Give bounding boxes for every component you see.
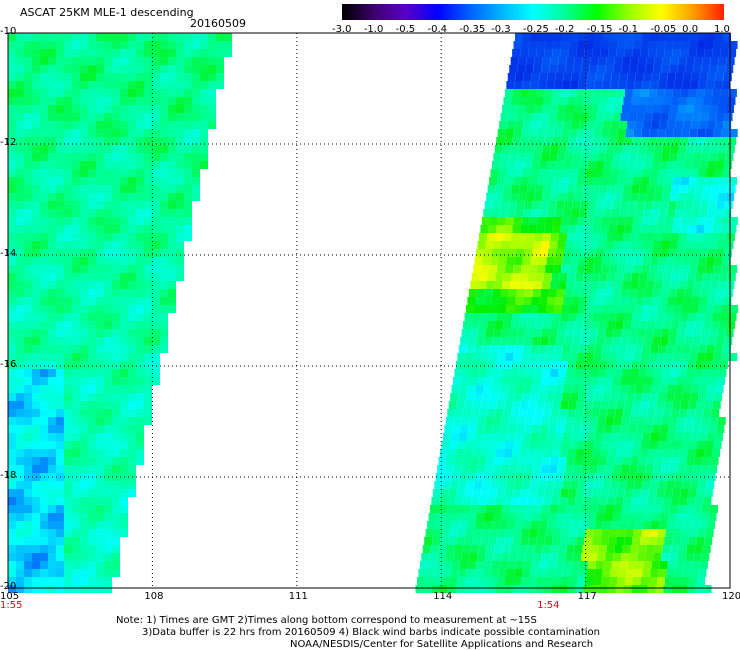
map-title: ASCAT 25KM MLE-1 descending [20, 6, 194, 19]
pass-time-label: 1:54 [537, 600, 560, 611]
map-frame [7, 32, 731, 589]
color-bar-segment [660, 4, 693, 20]
color-bar-label: -0.1 [618, 24, 639, 35]
color-bar-label: -0.4 [427, 24, 448, 35]
footer-note-2: 3)Data buffer is 22 hrs from 20160509 4)… [142, 627, 600, 638]
lon-tick-label: 111 [288, 591, 308, 602]
color-bar-segment [596, 4, 629, 20]
color-bar-segment [373, 4, 407, 20]
footer-note-1: Note: 1) Times are GMT 2)Times along bot… [116, 615, 537, 626]
lat-tick-label: -12 [0, 137, 17, 148]
footer-note-3: NOAA/NESDIS/Center for Satellite Applica… [290, 639, 594, 650]
lon-tick-label: 117 [577, 591, 597, 602]
color-bar-label: -0.15 [586, 24, 613, 35]
color-bar-label: -0.35 [459, 24, 486, 35]
color-bar-segment [437, 4, 470, 20]
color-bar-label: -0.5 [395, 24, 416, 35]
swath-cells [8, 33, 738, 593]
lat-tick-label: -16 [0, 359, 17, 370]
pass-time-label: 1:55 [0, 600, 23, 611]
lon-tick-label: 120 [722, 591, 740, 602]
lon-tick-label: 108 [144, 591, 164, 602]
lat-tick-label: -18 [0, 470, 17, 481]
color-bar-segment [342, 4, 375, 20]
lon-tick-label: 114 [433, 591, 453, 602]
wind-swath-map [7, 32, 738, 593]
color-bar-segment [405, 4, 438, 20]
lat-tick-label: -20 [0, 581, 17, 592]
color-bar-label: 0.0 [682, 24, 699, 35]
lon-tick-label: 105 [0, 591, 20, 602]
lat-tick-label: -10 [0, 26, 17, 37]
color-bar-label: -0.3 [491, 24, 511, 35]
color-bar-segment [628, 4, 661, 20]
map-date: 20160509 [190, 17, 246, 30]
color-bar-label: -0.2 [554, 24, 575, 35]
color-bar-label: 1.0 [714, 24, 730, 35]
color-bar-label: -0.25 [523, 24, 549, 35]
color-bar-segment [469, 4, 502, 20]
color-bar-label: -0.05 [650, 24, 677, 35]
lat-tick-label: -14 [0, 248, 17, 259]
color-bar [342, 4, 724, 20]
color-bar-segment [692, 4, 724, 20]
color-bar-segment [501, 4, 534, 20]
color-bar-label: -3.0 [332, 24, 352, 35]
color-bar-segment [564, 4, 598, 20]
color-bar-label: -1.0 [363, 24, 384, 35]
color-bar-segment [533, 4, 566, 20]
